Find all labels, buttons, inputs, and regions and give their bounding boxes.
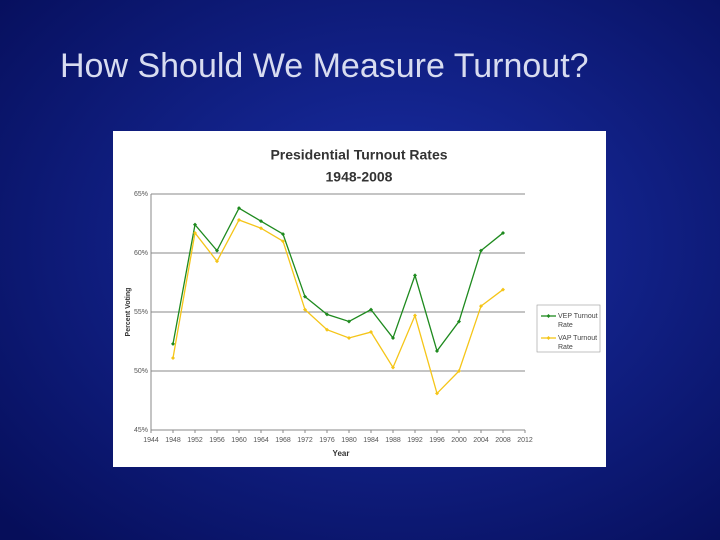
x-tick-label: 1972 bbox=[297, 437, 313, 444]
point-marker bbox=[347, 319, 351, 324]
point-marker bbox=[215, 248, 219, 253]
point-marker bbox=[171, 341, 175, 346]
x-tick-label: 1968 bbox=[275, 437, 291, 444]
point-marker bbox=[237, 217, 241, 222]
x-tick-label: 2008 bbox=[495, 437, 511, 444]
x-tick-label: 1944 bbox=[143, 437, 159, 444]
legend-marker bbox=[546, 336, 551, 340]
point-marker bbox=[369, 307, 373, 312]
point-marker bbox=[413, 313, 417, 318]
chart-title: Presidential Turnout Rates bbox=[270, 147, 447, 163]
y-axis-label: Percent Voting bbox=[125, 288, 132, 337]
legend-label: VAP Turnout Rate bbox=[558, 335, 597, 351]
point-marker bbox=[347, 335, 351, 340]
point-marker bbox=[325, 312, 329, 317]
point-marker bbox=[413, 273, 417, 278]
x-tick-label: 1992 bbox=[407, 437, 423, 444]
series-line bbox=[172, 207, 504, 353]
point-marker bbox=[435, 348, 439, 353]
x-tick-label: 1952 bbox=[187, 437, 203, 444]
point-marker bbox=[193, 230, 197, 235]
point-marker bbox=[391, 335, 395, 340]
legend-marker bbox=[546, 314, 551, 318]
point-marker bbox=[259, 219, 263, 224]
x-tick-label: 1948 bbox=[165, 437, 181, 444]
y-tick-label: 45% bbox=[134, 427, 148, 434]
series-line bbox=[172, 219, 504, 395]
point-marker bbox=[391, 365, 395, 370]
x-tick-label: 2000 bbox=[451, 437, 467, 444]
x-tick-label: 1980 bbox=[341, 437, 357, 444]
x-tick-label: 1960 bbox=[231, 437, 247, 444]
chart-panel bbox=[113, 131, 606, 467]
y-tick-label: 60% bbox=[134, 250, 148, 257]
x-axis-label: Year bbox=[333, 449, 350, 458]
point-marker bbox=[303, 294, 307, 299]
point-marker bbox=[193, 222, 197, 227]
point-marker bbox=[457, 319, 461, 324]
x-tick-label: 1996 bbox=[429, 437, 445, 444]
y-tick-label: 50% bbox=[134, 368, 148, 375]
point-marker bbox=[259, 226, 263, 231]
point-marker bbox=[457, 369, 461, 373]
y-tick-label: 65% bbox=[134, 191, 148, 198]
legend bbox=[536, 304, 601, 353]
point-marker bbox=[501, 230, 505, 235]
legend-label: VEP Turnout Rate bbox=[558, 313, 598, 329]
x-tick-label: 1988 bbox=[385, 437, 401, 444]
point-marker bbox=[215, 259, 219, 264]
slide-title: How Should We Measure Turnout? bbox=[60, 47, 589, 85]
x-tick-label: 2004 bbox=[473, 437, 489, 444]
point-marker bbox=[369, 330, 373, 335]
point-marker bbox=[303, 307, 307, 312]
point-marker bbox=[435, 391, 439, 396]
x-tick-label: 1964 bbox=[253, 437, 269, 444]
point-marker bbox=[501, 287, 505, 292]
x-tick-label: 2012 bbox=[517, 437, 533, 444]
point-marker bbox=[281, 239, 285, 244]
point-marker bbox=[281, 232, 285, 237]
point-marker bbox=[479, 304, 483, 309]
x-tick-label: 1976 bbox=[319, 437, 335, 444]
point-marker bbox=[479, 248, 483, 253]
point-marker bbox=[237, 206, 241, 211]
x-tick-label: 1956 bbox=[209, 437, 225, 444]
point-marker bbox=[171, 356, 175, 361]
x-tick-label: 1984 bbox=[363, 437, 379, 444]
point-marker bbox=[325, 327, 329, 332]
y-tick-label: 55% bbox=[134, 309, 148, 316]
chart-subtitle: 1948-2008 bbox=[326, 169, 393, 185]
